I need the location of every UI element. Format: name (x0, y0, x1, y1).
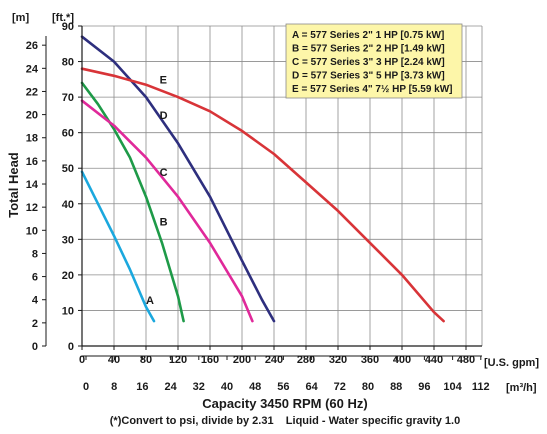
x-tick-label: 0 (79, 354, 85, 366)
curve-label-b: B (160, 217, 168, 229)
curve-labels: A B C D E (146, 74, 168, 306)
y-tick-label-m: 22 (26, 86, 38, 98)
curve-b (80, 81, 185, 323)
y-unit-right: [ft.*] (52, 12, 74, 24)
x2-tick-label: 80 (362, 381, 374, 393)
x-tick-label: 480 (457, 354, 475, 366)
x2-tick-label: 64 (305, 381, 318, 393)
y-tick-label-m: 0 (32, 341, 38, 353)
y-tick-label-m: 4 (32, 295, 39, 307)
curve-label-d: D (160, 110, 168, 122)
y-tick-label-m: 14 (26, 179, 39, 191)
curve-label-c: C (160, 167, 168, 179)
x-tick-label: 400 (393, 354, 411, 366)
x2-tick-label: 8 (111, 381, 117, 393)
y-tick-label-ft: 0 (68, 341, 74, 353)
x-tick-label: 160 (201, 354, 219, 366)
x2-tick-label: 16 (136, 381, 148, 393)
y-tick-label-ft: 30 (62, 234, 74, 246)
y-tick-label-m: 16 (26, 156, 38, 168)
y-tick-label-m: 18 (26, 133, 38, 145)
x2-tick-label: 104 (443, 381, 462, 393)
curve-label-e: E (160, 74, 167, 86)
y-tick-label-ft: 70 (62, 92, 74, 104)
x2-tick-label: 88 (390, 381, 402, 393)
x2-tick-label: 72 (334, 381, 346, 393)
legend-box (285, 23, 463, 99)
y-tick-label-ft: 60 (62, 128, 74, 140)
x-tick-label: 80 (140, 354, 152, 366)
curve-label-a: A (146, 295, 154, 307)
x-tick-label: 440 (425, 354, 443, 366)
y-tick-label-m: 20 (26, 110, 38, 122)
y-tick-label-ft: 20 (62, 270, 74, 282)
x2-tick-label: 112 (472, 381, 490, 393)
x-unit-primary: [U.S. gpm] (484, 357, 539, 369)
footnote: (*)Convert to psi, divide by 2.31 Liquid… (110, 415, 460, 427)
curve-e (80, 67, 445, 323)
legend-entry-a: A = 577 Series 2" 1 HP [0.75 kW] (292, 30, 444, 41)
x2-tick-label: 96 (418, 381, 430, 393)
x2-tick-label: 0 (83, 381, 89, 393)
x2-tick-label: 48 (249, 381, 261, 393)
x-tick-label: 240 (265, 354, 283, 366)
x2-tick-label: 56 (277, 381, 289, 393)
y-tick-label-m: 8 (32, 248, 38, 260)
y-tick-label-m: 12 (26, 202, 38, 214)
y-tick-label-m: 10 (26, 225, 38, 237)
y-tick-label-ft: 40 (62, 199, 74, 211)
x-tick-label: 280 (297, 354, 315, 366)
y-tick-label-m: 24 (26, 63, 39, 75)
legend-entry-b: B = 577 Series 2" 2 HP [1.49 kW] (292, 44, 445, 55)
legend-entry-e: E = 577 Series 4" 7½ HP [5.59 kW] (292, 84, 452, 95)
curve-c (80, 99, 254, 323)
curve-d (80, 35, 276, 323)
y-unit-left: [m] (12, 12, 29, 24)
y-tick-label-ft: 10 (62, 305, 74, 317)
curve-a (80, 170, 156, 323)
x-tick-label: 360 (361, 354, 379, 366)
y-tick-label-m: 2 (32, 318, 38, 330)
legend-entry-c: C = 577 Series 3" 3 HP [2.24 kW] (292, 57, 445, 68)
legend-entry-d: D = 577 Series 3" 5 HP [3.73 kW] (292, 71, 445, 82)
x-tick-label: 320 (329, 354, 347, 366)
y-tick-label-ft: 80 (62, 57, 74, 69)
x2-tick-label: 24 (164, 381, 177, 393)
y-tick-label-ft: 90 (62, 21, 74, 33)
y-axis-title: Total Head (6, 152, 21, 218)
legend: A = 577 Series 2" 1 HP [0.75 kW] B = 577 … (285, 23, 463, 99)
x-unit-secondary: [m³/h] (506, 382, 537, 394)
curves (80, 35, 445, 323)
x2-tick-label: 40 (221, 381, 233, 393)
y-tick-label-m: 6 (32, 272, 38, 284)
x-tick-label: 120 (169, 354, 187, 366)
x-axis-title: Capacity 3450 RPM (60 Hz) (202, 396, 367, 411)
x2-tick-label: 32 (193, 381, 205, 393)
y-tick-label-ft: 50 (62, 163, 74, 175)
y-tick-label-m: 26 (26, 40, 38, 52)
x-tick-label: 200 (233, 354, 251, 366)
